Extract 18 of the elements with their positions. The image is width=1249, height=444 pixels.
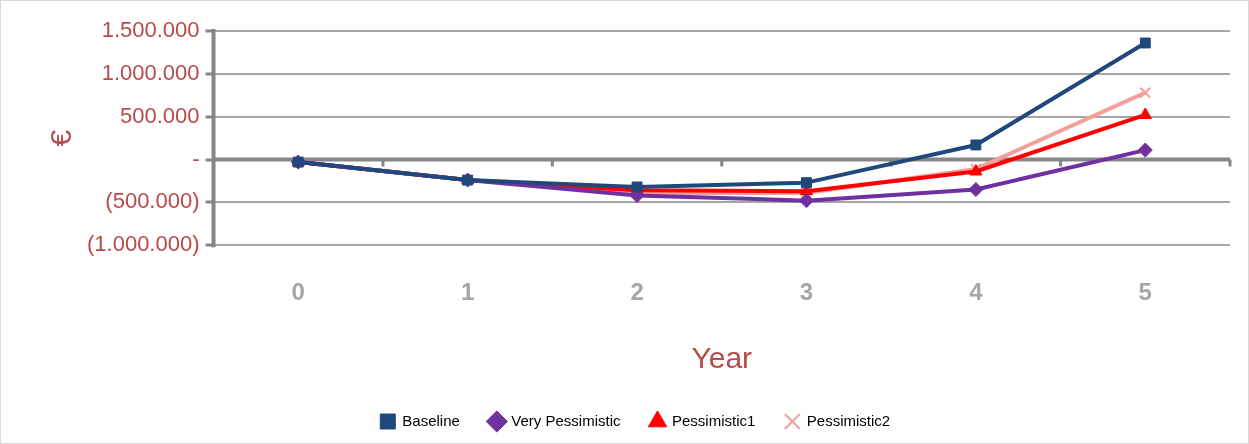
x-tick-label: 4 xyxy=(969,278,984,306)
x-axis-title: Year xyxy=(691,341,753,375)
x-tick-label: 2 xyxy=(630,278,644,306)
y-tick-label: 1.000.000 xyxy=(101,59,200,85)
y-tick-label: 1.500.000 xyxy=(101,17,200,43)
x-tick-label: 5 xyxy=(1138,278,1152,306)
x-tick-label: 0 xyxy=(291,278,305,306)
y-tick-label: (1.000.000) xyxy=(86,231,200,257)
legend-label: Pessimistic1 xyxy=(672,411,756,429)
x-tick-label: 3 xyxy=(799,278,814,306)
legend-label: Pessimistic2 xyxy=(806,411,891,429)
y-tick-label: - xyxy=(192,145,200,171)
y-tick-label: 500.000 xyxy=(119,102,200,128)
y-tick-label: (500.000) xyxy=(105,188,200,214)
y-axis-title: € xyxy=(44,129,78,147)
legend-label: Baseline xyxy=(402,411,460,429)
legend-label: Very Pessimistic xyxy=(511,411,622,429)
x-tick-label: 1 xyxy=(460,278,475,306)
